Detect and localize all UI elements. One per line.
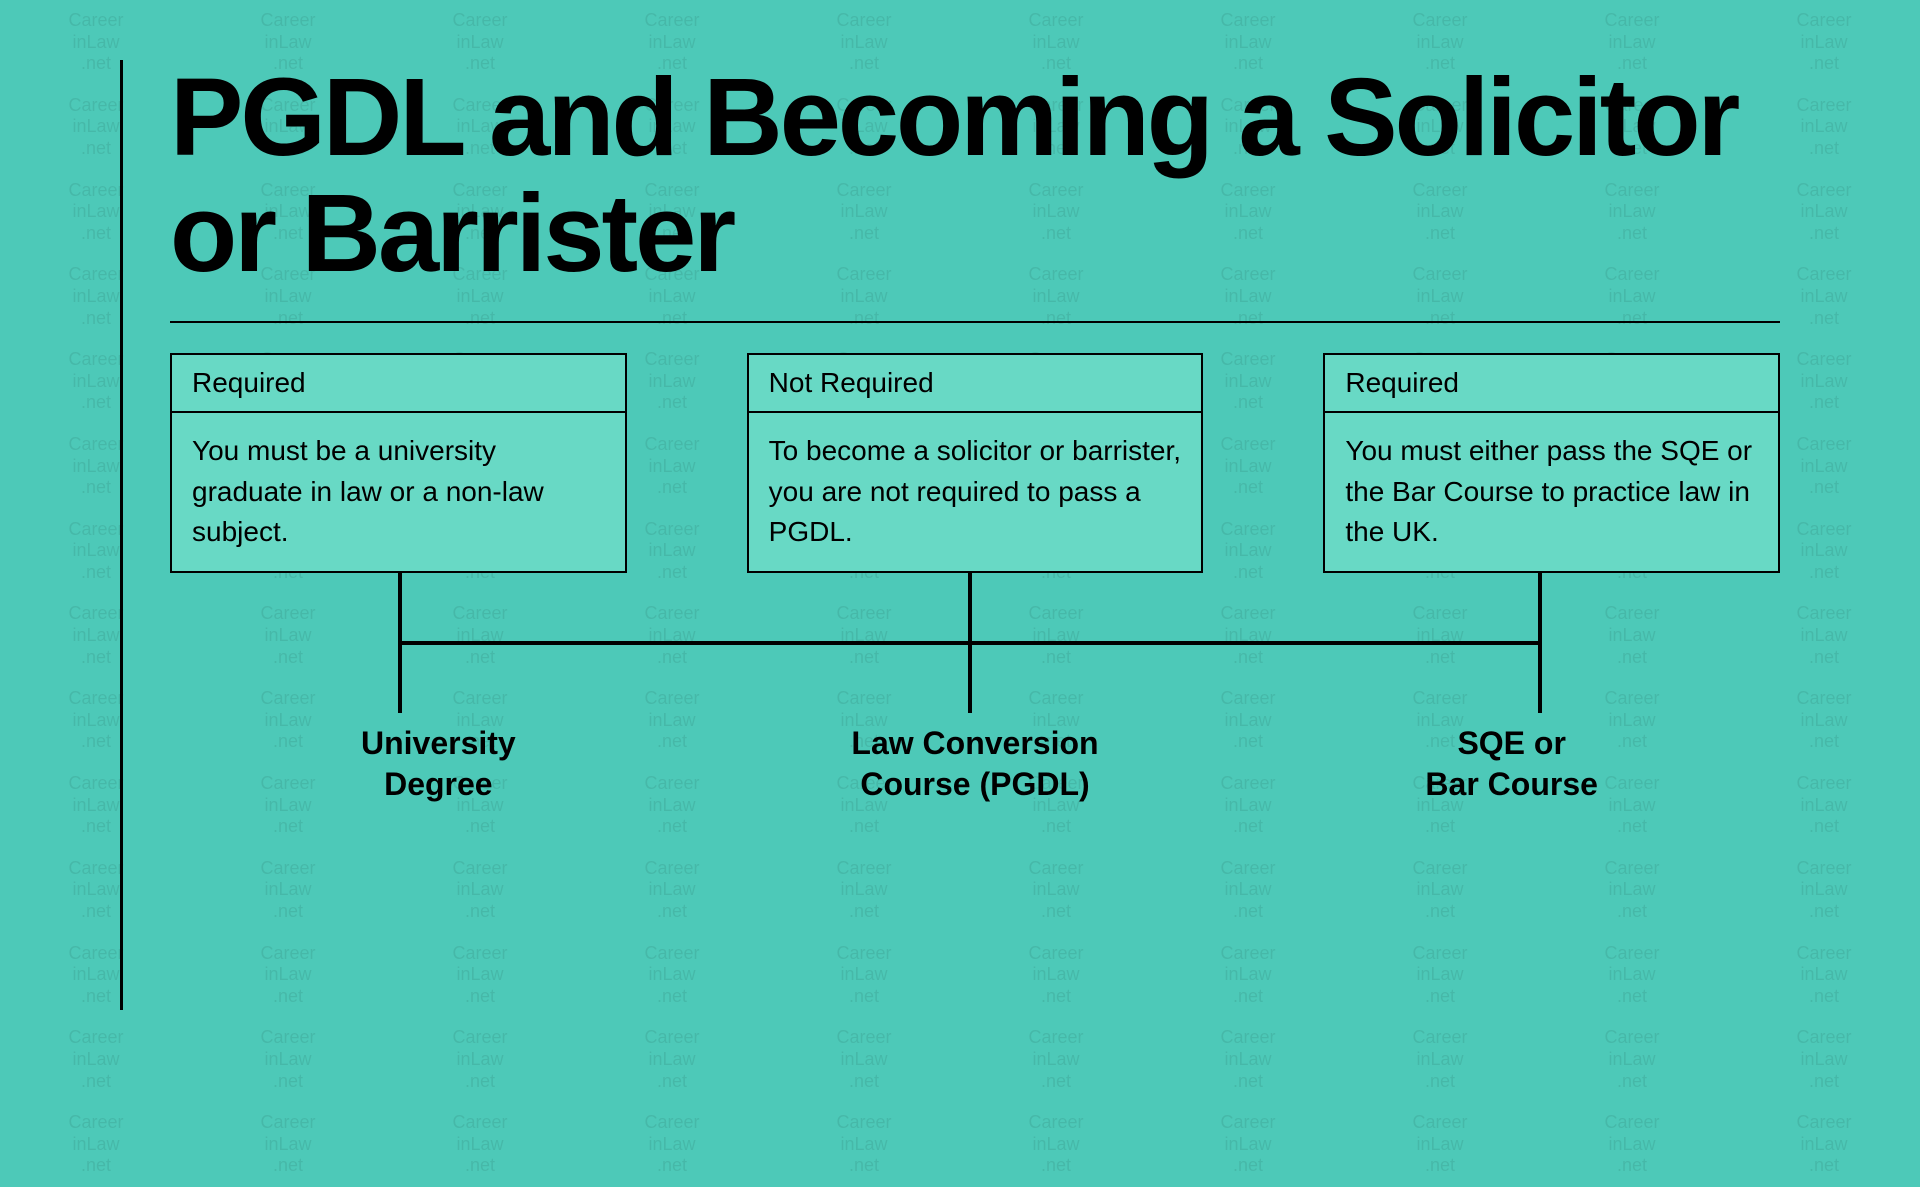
title-divider	[170, 321, 1780, 323]
main-content: PGDL and Becoming a Solicitor or Barrist…	[0, 0, 1920, 1080]
info-box-1: Required You must be a university gradua…	[170, 353, 627, 573]
info-box-3: Required You must either pass the SQE or…	[1323, 353, 1780, 573]
info-boxes-row: Required You must be a university gradua…	[170, 353, 1780, 573]
box-body: You must either pass the SQE or the Bar …	[1325, 413, 1778, 571]
timeline-label-3: SQE orBar Course	[1243, 723, 1780, 806]
vertical-accent-line	[120, 60, 123, 1010]
info-box-2: Not Required To become a solicitor or ba…	[747, 353, 1204, 573]
box-header: Not Required	[749, 355, 1202, 413]
box-body: To become a solicitor or barrister, you …	[749, 413, 1202, 571]
timeline-label-1: UniversityDegree	[170, 723, 707, 806]
timeline-labels-row: UniversityDegree Law ConversionCourse (P…	[170, 723, 1780, 806]
timeline-label-2: Law ConversionCourse (PGDL)	[707, 723, 1244, 806]
box-body: You must be a university graduate in law…	[172, 413, 625, 571]
box-header: Required	[1325, 355, 1778, 413]
page-title: PGDL and Becoming a Solicitor or Barrist…	[170, 60, 1780, 291]
box-header: Required	[172, 355, 625, 413]
timeline-connector	[170, 573, 1770, 713]
